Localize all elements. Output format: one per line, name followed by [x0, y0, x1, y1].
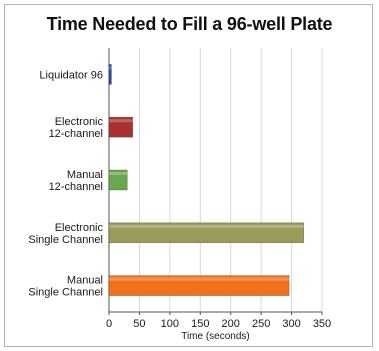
bar-highlight [109, 224, 304, 228]
bar [108, 64, 112, 85]
bar-highlight [109, 172, 128, 175]
category-label: Liquidator 96 [39, 69, 103, 81]
category-label: Electronic [55, 116, 104, 128]
bar-highlight [109, 66, 112, 70]
x-tick-label: 250 [252, 318, 270, 330]
x-tick-label: 200 [222, 318, 240, 330]
category-label: Electronic [55, 222, 104, 234]
x-axis-title: Time (seconds) [181, 331, 250, 342]
bar [108, 222, 305, 244]
x-tick-label: 50 [133, 318, 145, 330]
category-label: Manual [67, 169, 103, 181]
bar-highlight [109, 277, 290, 281]
bar [108, 275, 290, 296]
x-tick-label: 100 [161, 318, 179, 330]
x-tick-label: 300 [282, 318, 300, 330]
chart-title: Time Needed to Fill a 96-well Plate [46, 14, 333, 34]
x-tick-label: 0 [106, 318, 112, 330]
category-label: Single Channel [28, 287, 103, 299]
x-tick-label: 350 [313, 318, 331, 330]
x-tick-label: 150 [191, 318, 209, 330]
bar [108, 169, 128, 191]
category-label: Single Channel [28, 234, 103, 246]
category-label: 12-channel [49, 181, 103, 193]
bar [108, 116, 134, 138]
category-label: Manual [67, 275, 103, 287]
category-label: 12-channel [49, 128, 103, 140]
bar-highlight [109, 119, 133, 123]
